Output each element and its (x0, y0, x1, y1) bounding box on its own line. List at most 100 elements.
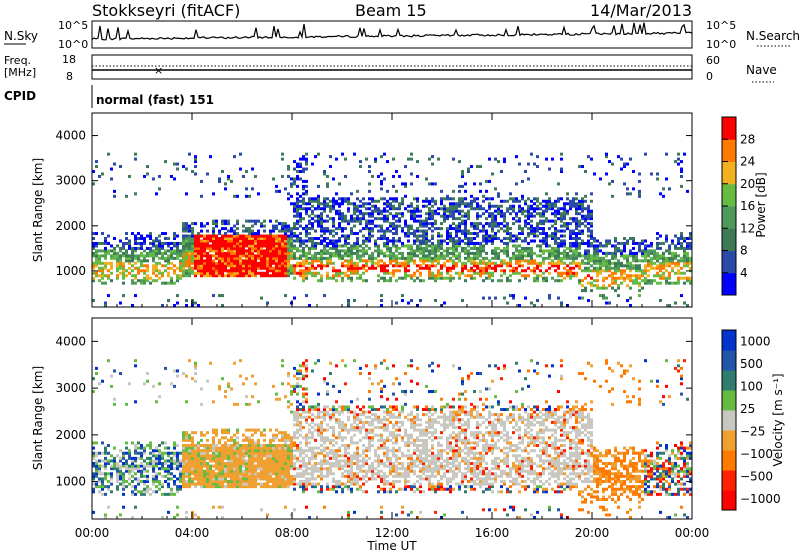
power-cell (293, 177, 296, 180)
power-cell (293, 297, 296, 300)
power-cell (509, 232, 512, 235)
velocity-cell (173, 467, 176, 470)
power-cell (377, 237, 380, 240)
velocity-cell (242, 472, 245, 475)
power-cell (176, 267, 179, 270)
power-cell (380, 235, 383, 238)
velocity-cell (272, 465, 275, 468)
power-cell (587, 235, 590, 238)
power-cell (395, 225, 398, 228)
velocity-cell (197, 449, 200, 452)
velocity-cell (101, 465, 104, 468)
power-cell (590, 282, 593, 285)
power-cell (200, 230, 203, 233)
velocity-cell (107, 359, 110, 362)
power-cell (221, 170, 224, 173)
velocity-cell (257, 462, 260, 465)
power-cell (575, 217, 578, 220)
power-cell (656, 237, 659, 240)
power-cell (332, 217, 335, 220)
power-cell (131, 232, 134, 235)
power-cell (524, 269, 527, 272)
power-cell (611, 163, 614, 166)
power-cell (491, 197, 494, 200)
velocity-cell (101, 472, 104, 475)
power-cell (458, 160, 461, 163)
power-cell (335, 279, 338, 282)
power-cell (398, 262, 401, 265)
velocity-cell (272, 477, 275, 480)
power-cell (434, 227, 437, 230)
power-cell (518, 225, 521, 228)
power-cell (533, 239, 536, 242)
power-cell (218, 294, 221, 297)
power-cell (386, 264, 389, 267)
power-cell (449, 202, 452, 205)
velocity-cell (266, 447, 269, 450)
power-cell (125, 242, 128, 245)
velocity-cell (239, 452, 242, 455)
velocity-cell (152, 452, 155, 455)
power-cell (155, 237, 158, 240)
power-cell (611, 262, 614, 265)
velocity-cell (287, 372, 290, 375)
power-cell (371, 227, 374, 230)
velocity-cell (248, 429, 251, 432)
power-cell (98, 254, 101, 257)
velocity-cell (239, 375, 242, 378)
power-cell (605, 252, 608, 255)
power-cell (515, 212, 518, 215)
power-cell (464, 274, 467, 277)
power-cell (440, 252, 443, 255)
velocity-cell (287, 452, 290, 455)
power-cell (551, 158, 554, 161)
power-cell (599, 257, 602, 260)
power-cell (623, 163, 626, 166)
power-cell (329, 200, 332, 203)
power-cell (263, 249, 266, 252)
power-cell (377, 244, 380, 247)
power-cell (299, 254, 302, 257)
velocity-cell (287, 485, 290, 488)
power-cell (416, 235, 419, 238)
power-cell (632, 237, 635, 240)
power-cell (116, 244, 119, 247)
power-cell (374, 257, 377, 260)
velocity-cell (218, 385, 221, 388)
power-cell (467, 202, 470, 205)
power-cell (362, 197, 365, 200)
power-cell (125, 237, 128, 240)
power-cell (572, 267, 575, 270)
velocity-cell (248, 444, 251, 447)
power-cell (464, 212, 467, 215)
velocity-cell (185, 434, 188, 437)
power-cell (518, 249, 521, 252)
power-cell (476, 247, 479, 250)
power-cell (422, 279, 425, 282)
power-cell (560, 212, 563, 215)
velocity-cell (233, 470, 236, 473)
velocity-cell (230, 449, 233, 452)
power-cell (641, 239, 644, 242)
velocity-cell (215, 447, 218, 450)
power-cell (578, 230, 581, 233)
velocity-cell (191, 462, 194, 465)
power-cell (170, 242, 173, 245)
power-cell (377, 274, 380, 277)
power-cell (179, 242, 182, 245)
velocity-cell (203, 444, 206, 447)
power-cell (194, 235, 197, 238)
power-cell (542, 237, 545, 240)
power-cell (557, 279, 560, 282)
power-cell (362, 247, 365, 250)
power-cell (215, 220, 218, 223)
power-cell (500, 222, 503, 225)
power-cell (299, 232, 302, 235)
velocity-cell (182, 467, 185, 470)
velocity-cell (104, 452, 107, 455)
velocity-cell (161, 483, 164, 486)
power-cell (623, 182, 626, 185)
power-cell (362, 212, 365, 215)
power-cell (98, 242, 101, 245)
power-cell (653, 267, 656, 270)
